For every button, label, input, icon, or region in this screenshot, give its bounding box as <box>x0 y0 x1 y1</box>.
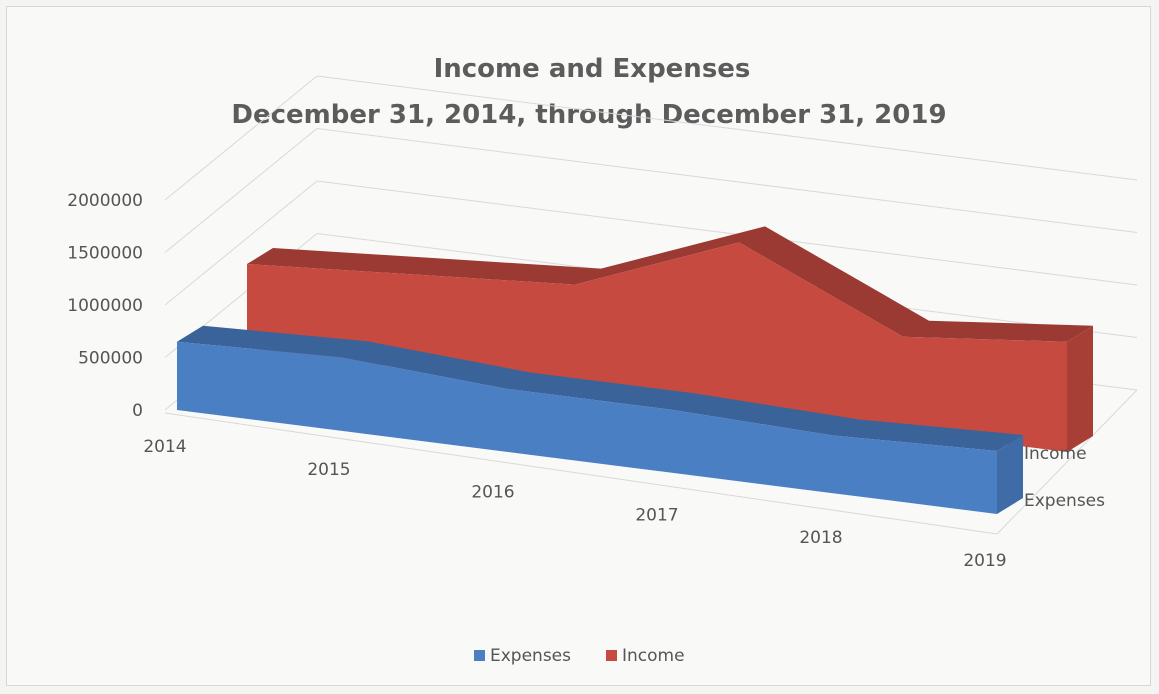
area-front-expenses <box>177 341 997 514</box>
legend: Expenses Income <box>474 646 685 666</box>
area-side-income <box>1067 325 1093 452</box>
chart-title: Income and Expenses <box>434 54 751 84</box>
x-axis: 2014 2015 2016 2017 2018 2019 <box>143 437 1006 571</box>
gridline-4 <box>316 75 1138 181</box>
y-tick-label: 500000 <box>78 349 143 369</box>
y-axis: 0 500000 1000000 1500000 2000000 <box>67 191 143 421</box>
x-tick-label: 2014 <box>143 437 186 457</box>
plot-area <box>177 226 1093 514</box>
floor-edge-right <box>996 389 1138 535</box>
area-top-expenses <box>177 325 1023 451</box>
floor-edge-front <box>164 412 998 535</box>
y-tick-label: 2000000 <box>67 191 143 211</box>
y-tick-label: 0 <box>132 401 143 421</box>
gridline-3 <box>316 128 1138 233</box>
y-tick-label: 1500000 <box>67 244 143 264</box>
gridline-side-3 <box>164 128 318 253</box>
depth-label: Expenses <box>1024 491 1105 511</box>
x-tick-label: 2015 <box>307 460 350 480</box>
depth-axis: Income Expenses <box>1024 444 1105 511</box>
x-tick-label: 2016 <box>471 483 514 503</box>
area-side-expenses <box>997 435 1023 514</box>
legend-swatch-expenses <box>474 650 485 661</box>
series-expenses <box>177 325 1023 514</box>
area-top-income <box>247 226 1093 342</box>
depth-label: Income <box>1024 444 1087 464</box>
gridline-2 <box>316 180 1138 286</box>
gridline-side-2 <box>164 180 318 306</box>
gridline-side-4 <box>164 75 318 201</box>
chart-subtitle: December 31, 2014, through December 31, … <box>231 100 946 130</box>
area-front-income <box>247 242 1067 452</box>
y-tick-label: 1000000 <box>67 296 143 316</box>
legend-label-expenses: Expenses <box>490 646 571 666</box>
chart-area: Income and Expenses December 31, 2014, t… <box>6 6 1151 686</box>
x-tick-label: 2017 <box>635 505 678 525</box>
chart-svg: Income and Expenses December 31, 2014, t… <box>67 54 1138 666</box>
x-tick-label: 2019 <box>963 551 1006 571</box>
x-tick-label: 2018 <box>799 528 842 548</box>
legend-swatch-income <box>606 650 617 661</box>
series-income <box>247 226 1093 452</box>
legend-label-income: Income <box>622 646 685 666</box>
